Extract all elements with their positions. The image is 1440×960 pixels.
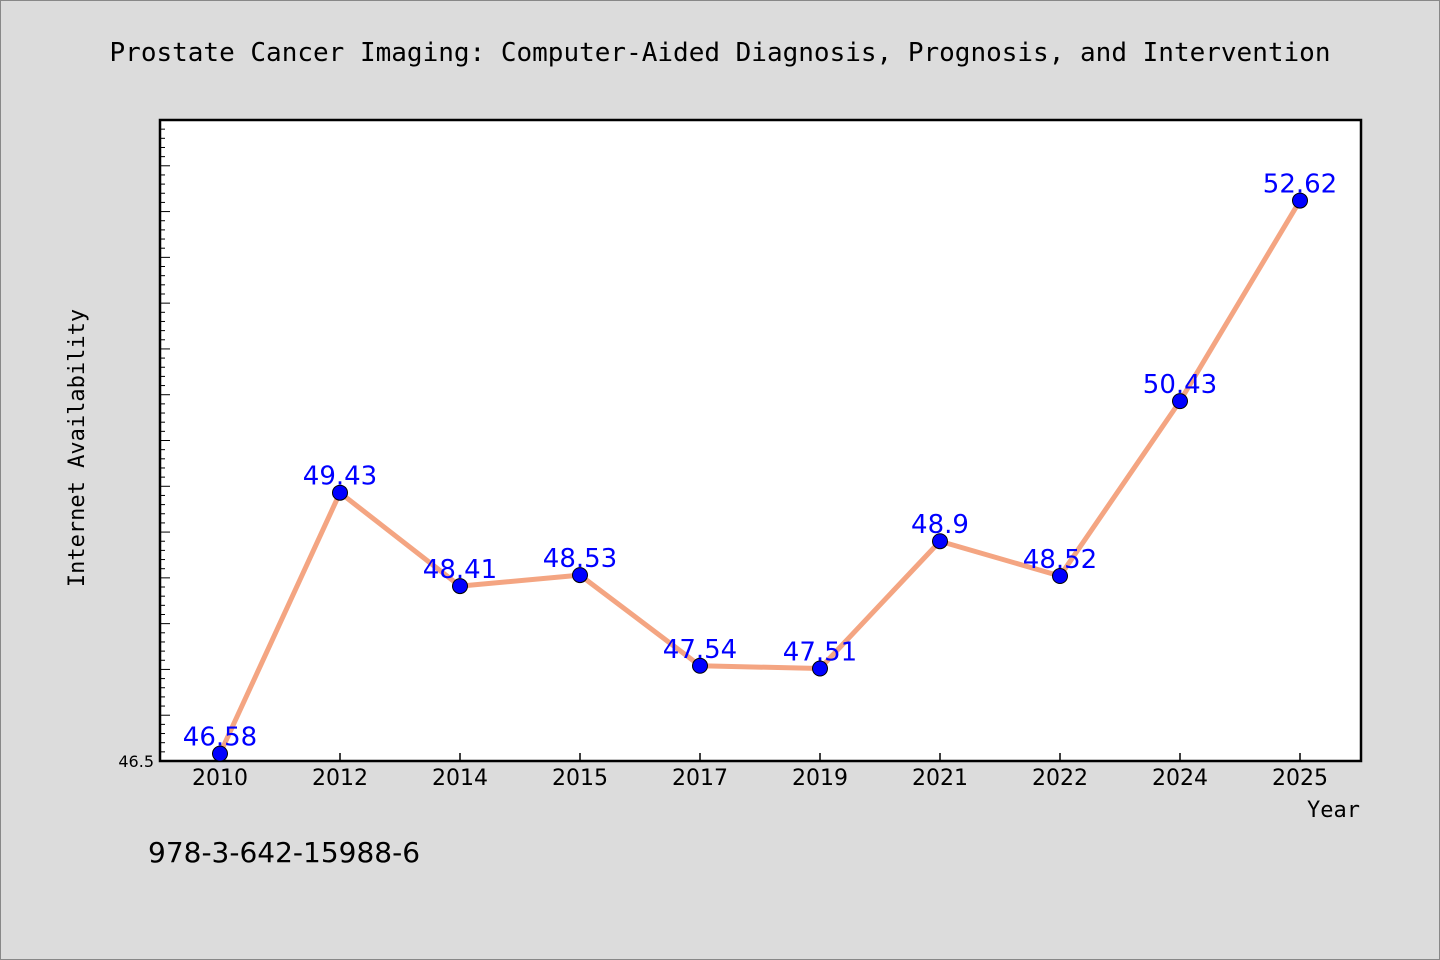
data-label: 48.52 xyxy=(1023,545,1097,575)
data-point xyxy=(692,657,708,674)
data-label: 46.58 xyxy=(183,723,257,753)
data-label: 48.41 xyxy=(423,555,497,585)
y-tick-labels: 46.5 xyxy=(118,752,154,771)
x-tick-label: 2014 xyxy=(432,766,488,791)
x-axis-label: Year xyxy=(1307,798,1360,823)
x-tick-label: 2017 xyxy=(672,766,728,791)
plot-area xyxy=(158,118,1363,763)
series-line xyxy=(217,198,1303,757)
data-point xyxy=(812,660,828,677)
x-tick-label: 2010 xyxy=(192,766,248,791)
chart-title: Prostate Cancer Imaging: Computer-Aided … xyxy=(110,38,1331,68)
x-tick-label: 2021 xyxy=(912,766,968,791)
footer-isbn: 978-3-642-15988-6 xyxy=(148,836,420,869)
data-label: 47.54 xyxy=(663,635,737,665)
data-labels: 46.58 49.43 48.41 48.53 47.54 47.51 48.9 48.52 5… xyxy=(183,170,1337,753)
data-label: 48.9 xyxy=(911,510,969,540)
x-tick-label: 2024 xyxy=(1152,766,1208,791)
data-label: 48.53 xyxy=(543,544,617,574)
x-tick-labels: 2010 2012 2014 2015 2017 2019 2021 2022 2024 2025 xyxy=(192,766,1328,791)
x-tick-label: 2015 xyxy=(552,766,608,791)
x-tick-label: 2012 xyxy=(312,766,368,791)
data-label: 50.43 xyxy=(1143,370,1217,400)
data-point xyxy=(452,578,468,595)
data-label: 47.51 xyxy=(783,638,857,668)
data-point xyxy=(1292,192,1308,209)
data-point xyxy=(1172,393,1188,410)
data-point xyxy=(1052,568,1068,585)
data-label: 52.62 xyxy=(1263,170,1337,200)
data-point xyxy=(212,745,228,762)
data-point xyxy=(332,484,348,501)
data-point xyxy=(572,567,588,584)
x-tick-label: 2022 xyxy=(1032,766,1088,791)
data-point xyxy=(932,533,948,550)
data-markers xyxy=(212,192,1308,762)
x-tick-label: 2019 xyxy=(792,766,848,791)
y-axis-label: Internet Availability xyxy=(65,309,90,587)
data-label: 49.43 xyxy=(303,462,377,492)
y-axis-ticks xyxy=(160,119,170,762)
y-tick-label: 46.5 xyxy=(118,752,154,771)
x-tick-label: 2025 xyxy=(1272,766,1328,791)
